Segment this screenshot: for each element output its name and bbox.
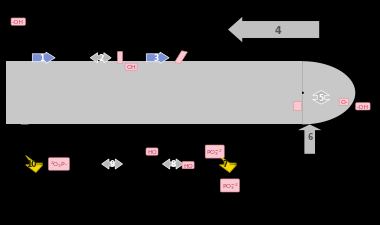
Polygon shape bbox=[26, 156, 43, 173]
Polygon shape bbox=[302, 62, 355, 125]
FancyBboxPatch shape bbox=[293, 102, 301, 110]
FancyBboxPatch shape bbox=[117, 52, 122, 64]
Polygon shape bbox=[101, 159, 122, 169]
Polygon shape bbox=[6, 84, 28, 125]
Text: -OH: -OH bbox=[12, 20, 24, 25]
Text: 5: 5 bbox=[318, 93, 324, 102]
FancyBboxPatch shape bbox=[174, 52, 187, 64]
Polygon shape bbox=[90, 54, 111, 63]
Text: 3: 3 bbox=[154, 54, 158, 63]
Polygon shape bbox=[6, 62, 302, 102]
Text: 1: 1 bbox=[40, 54, 44, 63]
Polygon shape bbox=[220, 156, 236, 173]
Text: PO$_3^{-2}$: PO$_3^{-2}$ bbox=[222, 180, 238, 191]
Text: 2: 2 bbox=[98, 54, 103, 63]
Polygon shape bbox=[32, 53, 55, 64]
Text: 10: 10 bbox=[26, 160, 37, 169]
Text: -OH: -OH bbox=[357, 104, 369, 109]
Text: O-: O- bbox=[340, 100, 348, 105]
Text: 9: 9 bbox=[109, 160, 115, 169]
Text: OH: OH bbox=[126, 65, 136, 70]
Polygon shape bbox=[228, 18, 319, 43]
Polygon shape bbox=[146, 53, 169, 64]
Text: 8: 8 bbox=[170, 160, 176, 169]
Polygon shape bbox=[162, 159, 184, 169]
Text: 4: 4 bbox=[275, 25, 282, 35]
Text: 7: 7 bbox=[223, 160, 228, 169]
Text: $^2$O$_3$P-: $^2$O$_3$P- bbox=[50, 159, 68, 169]
Polygon shape bbox=[298, 125, 321, 154]
Text: HO: HO bbox=[147, 149, 157, 154]
Polygon shape bbox=[312, 91, 329, 105]
Text: HO: HO bbox=[183, 163, 193, 168]
Polygon shape bbox=[6, 84, 302, 125]
Text: 6: 6 bbox=[307, 133, 312, 142]
Text: PO$_3^{-2}$: PO$_3^{-2}$ bbox=[206, 146, 223, 157]
